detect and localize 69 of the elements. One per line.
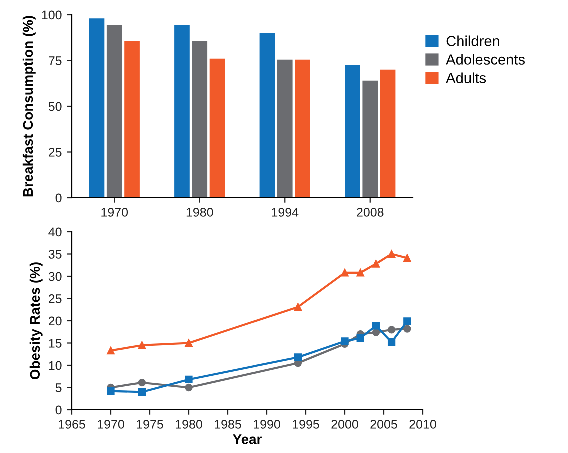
y-axis-title: Breakfast Consumption (%) <box>22 16 36 197</box>
y-tick-label: 20 <box>49 316 62 326</box>
point <box>372 322 380 330</box>
x-tick-label: 1965 <box>59 420 86 429</box>
point <box>138 342 146 350</box>
y-axis-title: Obesity Rates (%) <box>30 262 43 380</box>
point <box>372 260 380 268</box>
y-tick-label: 10 <box>49 361 62 370</box>
point <box>185 376 193 384</box>
bar <box>277 60 293 198</box>
x-tick-label: 1980 <box>186 208 214 217</box>
x-tick-label: 1980 <box>176 420 202 429</box>
bar <box>345 65 360 198</box>
x-tick-label: 2005 <box>370 420 398 429</box>
y-tick-label: 40 <box>48 228 62 237</box>
point <box>356 269 364 277</box>
point <box>294 303 302 312</box>
point <box>107 346 115 355</box>
bar <box>192 42 208 198</box>
y-tick-label: 30 <box>48 272 62 282</box>
y-tick-label: 35 <box>48 250 62 259</box>
y-tick-label: 100 <box>42 10 62 20</box>
x-axis-title: Year <box>233 434 262 444</box>
point <box>138 379 146 387</box>
bar <box>295 60 310 198</box>
x-tick-label: 1970 <box>98 420 124 429</box>
point <box>185 384 193 392</box>
x-tick-label: 1995 <box>293 420 320 429</box>
point <box>372 328 380 336</box>
point <box>404 325 412 333</box>
x-tick-label: 1994 <box>272 208 299 217</box>
bar <box>380 70 396 198</box>
y-tick-label: 50 <box>48 102 62 112</box>
bar <box>362 80 378 198</box>
point <box>341 338 349 346</box>
bar <box>174 25 190 198</box>
point <box>356 334 364 342</box>
point <box>138 388 146 396</box>
point <box>341 269 349 277</box>
point <box>388 250 396 258</box>
x-tick-label: 1990 <box>254 420 280 429</box>
bar <box>260 33 276 198</box>
point <box>107 387 115 396</box>
x-tick-label: 2000 <box>332 420 358 429</box>
x-tick-label: 2010 <box>410 420 436 429</box>
point <box>185 339 193 348</box>
bar <box>124 42 140 198</box>
y-tick-label: 25 <box>49 148 62 157</box>
y-tick-label: 75 <box>49 56 62 66</box>
y-tick-label: 5 <box>56 384 62 392</box>
legend-label: Children <box>446 36 500 46</box>
point <box>388 338 396 346</box>
y-tick-label: 0 <box>56 406 62 415</box>
legend-label: Adults <box>446 72 486 84</box>
y-tick-label: 15 <box>49 339 62 348</box>
x-tick-label: 1970 <box>102 208 128 217</box>
x-tick-label: 1975 <box>137 420 164 429</box>
point <box>388 326 396 334</box>
x-tick-label: 2008 <box>357 208 384 217</box>
y-tick-label: 0 <box>56 194 62 203</box>
bar <box>210 58 226 198</box>
y-tick-label: 25 <box>49 294 62 304</box>
bar <box>89 18 105 198</box>
x-tick-label: 1985 <box>215 420 242 429</box>
legend-label: Adolescents <box>446 54 525 65</box>
point <box>404 318 412 326</box>
point <box>294 354 302 362</box>
point <box>404 254 412 262</box>
bar <box>106 25 122 198</box>
